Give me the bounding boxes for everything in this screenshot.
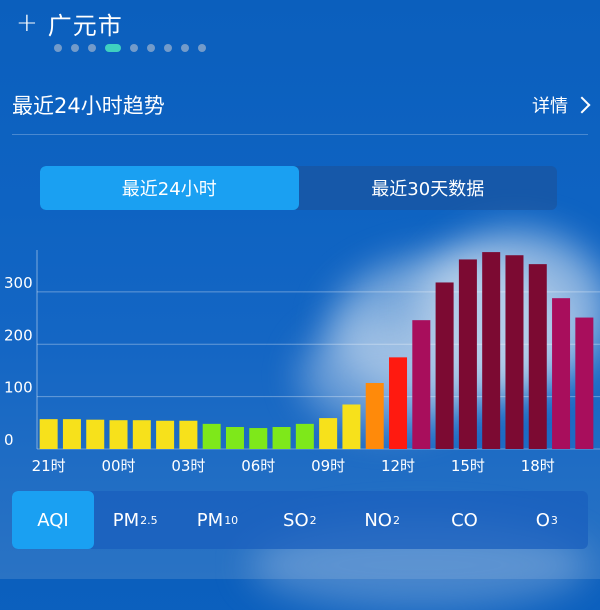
x-tick-label: 21时 — [32, 457, 66, 475]
tab-label: SO — [283, 509, 309, 531]
aqi-bar-chart: 0 100 200 300 21时 00时 03时 06时 09时 12时 15时 18时 — [4, 250, 600, 475]
range-option-24h[interactable]: 最近24小时 — [40, 166, 299, 210]
tab-aqi[interactable]: AQI — [12, 491, 94, 549]
tab-so2[interactable]: SO 2 — [259, 491, 341, 549]
chart-bar — [505, 255, 524, 449]
chart-bar — [342, 404, 361, 449]
header: + 广元市 — [16, 6, 123, 40]
tab-label: NO — [364, 509, 392, 531]
page-dot — [147, 44, 155, 52]
page-dot — [198, 44, 206, 52]
chart-bar — [249, 428, 268, 449]
page-dot — [54, 44, 62, 52]
chart-bar — [225, 427, 244, 449]
chart-bar — [86, 419, 105, 449]
detail-link[interactable]: 详情 — [532, 92, 591, 118]
tab-label: O — [535, 509, 550, 531]
y-tick-label: 0 — [4, 431, 14, 449]
chart-bar — [109, 420, 128, 449]
chart-bar — [482, 252, 501, 449]
chart-bar — [552, 298, 571, 449]
tab-subscript: 10 — [224, 513, 239, 527]
tab-subscript: 2 — [309, 513, 317, 527]
chart-bar — [435, 282, 454, 449]
chart-bar — [319, 418, 338, 449]
chart-bar — [365, 383, 384, 449]
chart-bar — [156, 420, 175, 449]
chart-bar — [202, 423, 221, 449]
page-dot — [71, 44, 79, 52]
tab-pm25[interactable]: PM 2.5 — [94, 491, 176, 549]
tab-no2[interactable]: NO 2 — [341, 491, 423, 549]
detail-label: 详情 — [532, 96, 568, 117]
page-dot — [181, 44, 189, 52]
chevron-right-icon — [573, 96, 591, 114]
x-tick-label: 09时 — [311, 457, 345, 475]
section-title: 最近24小时趋势 — [12, 94, 165, 118]
chart-bar — [575, 317, 594, 449]
range-toggle: 最近24小时 最近30天数据 — [40, 166, 557, 210]
chart-bar — [132, 420, 151, 449]
y-tick-label: 100 — [4, 379, 33, 397]
chart-bar — [272, 427, 291, 449]
x-tick-label: 15时 — [451, 457, 485, 475]
page-indicator — [54, 44, 206, 52]
city-name: 广元市 — [47, 11, 123, 40]
plus-icon[interactable]: + — [16, 8, 38, 38]
y-tick-label: 300 — [4, 274, 33, 292]
page-dot — [105, 44, 121, 52]
tab-subscript: 2 — [392, 513, 400, 527]
tab-co[interactable]: CO — [423, 491, 505, 549]
divider — [12, 134, 588, 135]
chart-bar — [412, 320, 431, 449]
chart-bar — [39, 419, 58, 449]
chart-bar — [528, 264, 547, 449]
chart-bar — [179, 420, 198, 449]
tab-pm10[interactable]: PM 10 — [176, 491, 258, 549]
page-dot — [164, 44, 172, 52]
x-tick-label: 06时 — [241, 457, 275, 475]
tab-label: CO — [451, 509, 478, 531]
tab-subscript: 2.5 — [140, 513, 158, 527]
x-tick-label: 12时 — [381, 457, 415, 475]
pollutant-tabs: AQI PM 2.5 PM 10 SO 2 NO 2 CO O 3 — [12, 491, 588, 549]
chart-bar — [62, 419, 81, 449]
x-tick-label: 03时 — [171, 457, 205, 475]
tab-label: AQI — [37, 509, 69, 531]
page-dot — [88, 44, 96, 52]
x-tick-label: 00时 — [101, 457, 135, 475]
chart-bar — [295, 423, 314, 449]
page-dot — [130, 44, 138, 52]
tab-label: PM — [196, 509, 224, 531]
chart-bar — [389, 357, 408, 449]
tab-label: PM — [112, 509, 140, 531]
y-tick-label: 200 — [4, 326, 33, 344]
chart-bar — [458, 259, 477, 449]
range-option-30d[interactable]: 最近30天数据 — [371, 179, 485, 200]
x-tick-label: 18时 — [521, 457, 555, 475]
tab-subscript: 3 — [550, 513, 558, 527]
